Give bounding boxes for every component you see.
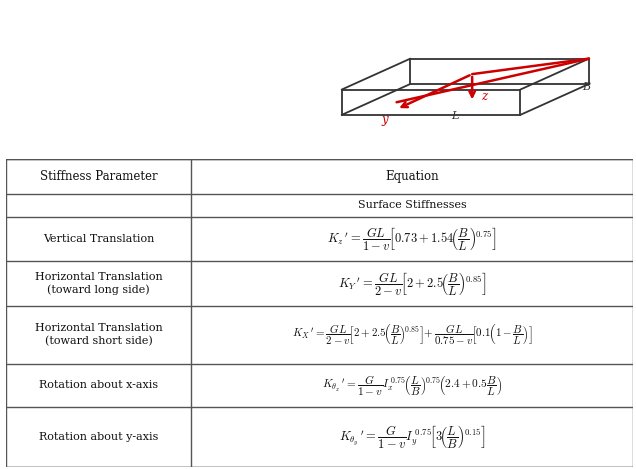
- Text: Horizontal Translation
(toward long side): Horizontal Translation (toward long side…: [35, 272, 163, 295]
- Text: z: z: [481, 90, 487, 103]
- Text: $K_{z}\,'=\dfrac{GL}{1-v}\!\left[0.73+1.54\!\left(\dfrac{B}{L}\right)^{\!0.75}\r: $K_{z}\,'=\dfrac{GL}{1-v}\!\left[0.73+1.…: [327, 226, 497, 252]
- Text: Rotation about y-axis: Rotation about y-axis: [39, 432, 158, 442]
- Text: B: B: [582, 82, 590, 92]
- Text: Horizontal Translation
(toward short side): Horizontal Translation (toward short sid…: [35, 323, 163, 346]
- Text: $K_{X}\,'=\dfrac{GL}{2-v}\!\left[2+2.5\!\left(\dfrac{B}{L}\right)^{\!0.85}\right: $K_{X}\,'=\dfrac{GL}{2-v}\!\left[2+2.5\!…: [292, 322, 532, 347]
- Text: Vertical Translation: Vertical Translation: [43, 234, 155, 244]
- Text: Rotation about x-axis: Rotation about x-axis: [39, 380, 158, 390]
- Text: $K_{\theta_y}\,'=\dfrac{G}{1-v}I_{y}^{\;0.75}\!\left[3\!\left(\dfrac{L}{B}\right: $K_{\theta_y}\,'=\dfrac{G}{1-v}I_{y}^{\;…: [338, 424, 485, 450]
- Text: L: L: [452, 112, 459, 121]
- Text: Equation: Equation: [385, 170, 439, 183]
- Text: y: y: [381, 113, 388, 126]
- Text: $K_{\theta_x}\,'=\dfrac{G}{1-v}I_{x}^{\;0.75}\!\left(\dfrac{L}{B}\right)^{\!0.75: $K_{\theta_x}\,'=\dfrac{G}{1-v}I_{x}^{\;…: [322, 373, 502, 398]
- Text: $K_{Y}\,'=\dfrac{GL}{2-v}\!\left[2+2.5\!\left(\dfrac{B}{L}\right)^{\!0.85}\right: $K_{Y}\,'=\dfrac{GL}{2-v}\!\left[2+2.5\!…: [338, 270, 487, 297]
- Text: Surface Stiffnesses: Surface Stiffnesses: [357, 200, 466, 210]
- Text: Stiffness Parameter: Stiffness Parameter: [40, 170, 158, 183]
